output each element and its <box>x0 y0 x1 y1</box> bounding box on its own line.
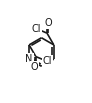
Text: O: O <box>45 18 52 28</box>
Text: O: O <box>31 62 38 72</box>
Text: N: N <box>25 54 33 64</box>
Text: Cl: Cl <box>32 24 41 34</box>
Text: Cl: Cl <box>43 56 52 66</box>
